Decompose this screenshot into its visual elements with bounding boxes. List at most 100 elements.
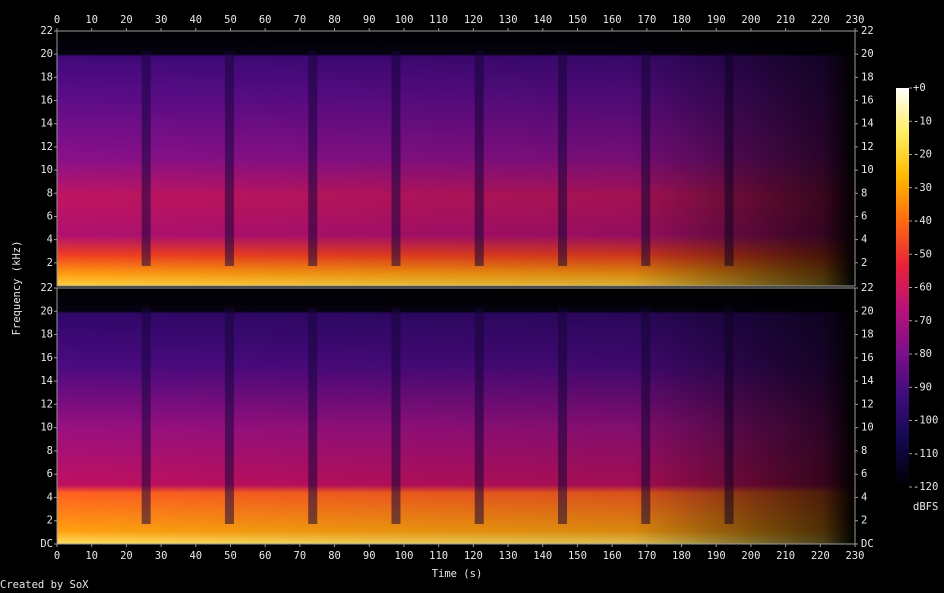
x-tick-label-top: 20 xyxy=(120,14,133,26)
colorbar-tick-label: -40 xyxy=(913,215,932,227)
x-tick-label-bottom: 230 xyxy=(846,550,865,562)
colorbar-tick-label: -70 xyxy=(913,315,932,327)
y-tick-label-right: 8 xyxy=(861,187,867,199)
x-tick-label-bottom: 80 xyxy=(328,550,341,562)
y-tick-label: 18 xyxy=(40,329,53,341)
y-tick-label: 14 xyxy=(40,118,53,130)
y-tick-label-right: 18 xyxy=(861,71,874,83)
colorbar-tick-label: -50 xyxy=(913,248,932,260)
x-tick-label-top: 60 xyxy=(259,14,272,26)
x-tick-label-bottom: 140 xyxy=(533,550,552,562)
x-tick-label-top: 140 xyxy=(533,14,552,26)
y-tick-label-right: 8 xyxy=(861,445,867,457)
colorbar-tick-label: -80 xyxy=(913,348,932,360)
fade xyxy=(57,288,855,544)
x-tick-label-bottom: 30 xyxy=(155,550,168,562)
x-tick-label-top: 120 xyxy=(464,14,483,26)
y-tick-label-right: 10 xyxy=(861,422,874,434)
y-tick-label: 6 xyxy=(47,210,53,222)
y-tick-label-right: 6 xyxy=(861,468,867,480)
y-tick-label-right: 4 xyxy=(861,491,867,503)
y-tick-label-right: 16 xyxy=(861,352,874,364)
x-tick-label-bottom: 130 xyxy=(499,550,518,562)
credit: Created by SoX xyxy=(0,579,89,591)
colorbar-tick-label: -110 xyxy=(913,448,938,460)
x-tick-label-bottom: 50 xyxy=(224,550,237,562)
x-tick-label-top: 50 xyxy=(224,14,237,26)
y-tick-label-right: 14 xyxy=(861,118,874,130)
y-tick-label-right: 14 xyxy=(861,375,874,387)
x-tick-label-top: 170 xyxy=(637,14,656,26)
x-tick-label-top: 70 xyxy=(294,14,307,26)
y-tick-label: 20 xyxy=(40,305,53,317)
x-tick-label-bottom: 120 xyxy=(464,550,483,562)
y-axis-label: Frequency (kHz) xyxy=(11,241,23,336)
y-tick-label: DC xyxy=(40,538,53,550)
colorbar-tick-label: -100 xyxy=(913,415,938,427)
x-tick-label-top: 150 xyxy=(568,14,587,26)
x-tick-label-bottom: 70 xyxy=(294,550,307,562)
colorbar-tick-label: +0 xyxy=(913,82,926,94)
colorbar-tick-label: -20 xyxy=(913,149,932,161)
x-tick-label-bottom: 200 xyxy=(741,550,760,562)
x-tick-label-top: 100 xyxy=(394,14,413,26)
y-tick-label: 12 xyxy=(40,141,53,153)
y-tick-label: 10 xyxy=(40,164,53,176)
x-tick-label-top: 210 xyxy=(776,14,795,26)
y-tick-label: 2 xyxy=(47,257,53,269)
colorbar-tick-label: -60 xyxy=(913,282,932,294)
x-tick-label-bottom: 60 xyxy=(259,550,272,562)
y-tick-label-right: 16 xyxy=(861,95,874,107)
colorbar-tick-label: -10 xyxy=(913,115,932,127)
x-tick-label-bottom: 190 xyxy=(707,550,726,562)
y-tick-label: 4 xyxy=(47,234,53,246)
y-tick-label-right: 10 xyxy=(861,164,874,176)
y-tick-label: 16 xyxy=(40,352,53,364)
y-tick-label: 8 xyxy=(47,187,53,199)
x-tick-label-bottom: 180 xyxy=(672,550,691,562)
x-tick-label-top: 80 xyxy=(328,14,341,26)
colorbar-tick-label: -120 xyxy=(913,481,938,493)
y-tick-label: 4 xyxy=(47,491,53,503)
y-tick-label-right: 2 xyxy=(861,515,867,527)
y-tick-label-right: 20 xyxy=(861,305,874,317)
y-tick-label: 6 xyxy=(47,468,53,480)
y-tick-label-right: 12 xyxy=(861,141,874,153)
x-tick-label-top: 130 xyxy=(499,14,518,26)
y-tick-label: 16 xyxy=(40,95,53,107)
x-tick-label-bottom: 160 xyxy=(603,550,622,562)
x-tick-label-bottom: 0 xyxy=(54,550,60,562)
x-tick-label-bottom: 170 xyxy=(637,550,656,562)
x-tick-label-top: 230 xyxy=(846,14,865,26)
frame xyxy=(56,287,856,545)
x-tick-label-bottom: 10 xyxy=(85,550,98,562)
x-tick-label-top: 220 xyxy=(811,14,830,26)
y-tick-label-right: 6 xyxy=(861,210,867,222)
y-tick-label: 14 xyxy=(40,375,53,387)
y-tick-label-right: 20 xyxy=(861,48,874,60)
x-tick-label-bottom: 210 xyxy=(776,550,795,562)
x-tick-label-top: 110 xyxy=(429,14,448,26)
y-tick-label: 20 xyxy=(40,48,53,60)
colorbar-tick-label: -30 xyxy=(913,182,932,194)
y-tick-label-right: 18 xyxy=(861,329,874,341)
colorbar-tick-label: -90 xyxy=(913,381,932,393)
y-tick-label: 22 xyxy=(40,282,53,294)
x-tick-label-top: 0 xyxy=(54,14,60,26)
y-tick-label-right: 12 xyxy=(861,398,874,410)
x-tick-label-top: 160 xyxy=(603,14,622,26)
x-tick-label-top: 30 xyxy=(155,14,168,26)
frame xyxy=(56,30,856,287)
x-tick-label-bottom: 40 xyxy=(189,550,202,562)
x-tick-label-top: 180 xyxy=(672,14,691,26)
y-tick-label-right: 2 xyxy=(861,257,867,269)
x-axis-label: Time (s) xyxy=(432,568,483,580)
x-tick-label-bottom: 110 xyxy=(429,550,448,562)
x-tick-label-top: 10 xyxy=(85,14,98,26)
x-tick-label-top: 200 xyxy=(741,14,760,26)
colorbar-label: dBFS xyxy=(913,501,938,513)
y-tick-label: 12 xyxy=(40,398,53,410)
x-tick-label-top: 190 xyxy=(707,14,726,26)
